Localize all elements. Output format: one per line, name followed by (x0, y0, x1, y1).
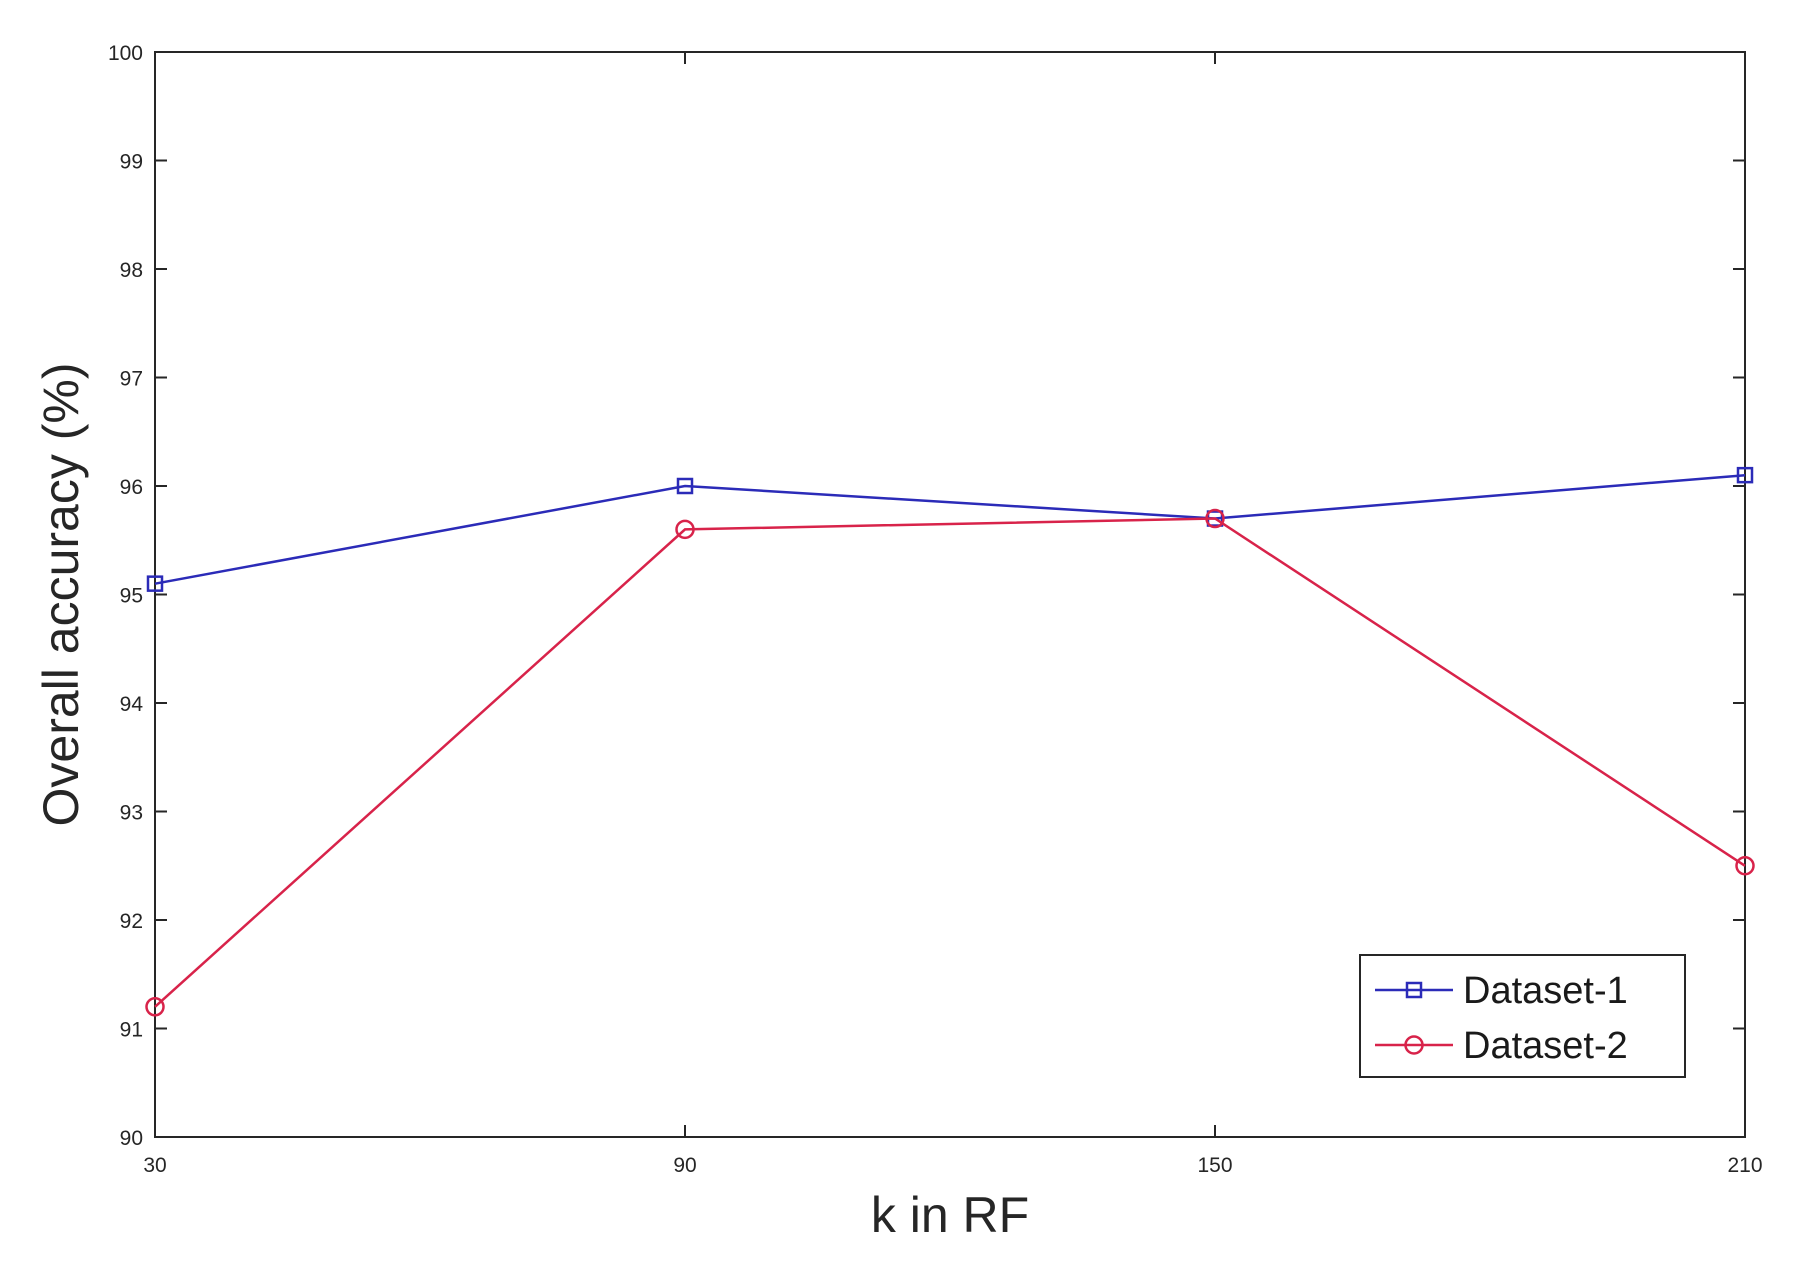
plot-frame (154, 51, 1746, 1138)
x-tick-label: 30 (143, 1154, 166, 1177)
series-2 (145, 508, 1755, 1017)
circle-marker (145, 997, 165, 1017)
x-tick-label: 210 (1727, 1154, 1762, 1177)
y-tick-label: 90 (120, 1127, 143, 1150)
legend-items: Dataset-1 Dataset-2 (1375, 970, 1628, 1067)
y-tick-label: 99 (120, 151, 143, 174)
legend-marker (1404, 1035, 1424, 1055)
x-tick-label: 90 (673, 1154, 696, 1177)
legend-label: Dataset-2 (1463, 1025, 1628, 1067)
legend-label: Dataset-1 (1463, 970, 1628, 1012)
legend-item-2: Dataset-2 (1375, 1025, 1628, 1067)
y-tick-label: 91 (120, 1019, 143, 1042)
y-tick-label: 97 (120, 368, 143, 391)
y-tick-label: 92 (120, 910, 143, 933)
square-marker (676, 477, 694, 495)
y-axis-label: Overall accuracy (%) (33, 363, 89, 827)
y-tick-label: 96 (120, 476, 143, 499)
square-marker (146, 575, 164, 592)
y-tick-label: 98 (120, 259, 143, 282)
legend-marker (1405, 981, 1423, 999)
series-line (154, 517, 1746, 1008)
legend-item-1: Dataset-1 (1375, 970, 1628, 1012)
series-layer (145, 466, 1755, 1017)
legend-box (1359, 954, 1686, 1078)
y-tick-label: 95 (120, 585, 143, 608)
legend: Dataset-1 Dataset-2 (1359, 954, 1686, 1078)
y-tick-label: 93 (120, 802, 143, 825)
circle-marker (1205, 508, 1225, 529)
square-marker (1736, 466, 1754, 484)
x-tick-label: 150 (1197, 1154, 1232, 1177)
x-axis-label: k in RF (871, 1187, 1029, 1243)
circle-marker (1735, 856, 1755, 876)
series-line (154, 473, 1746, 585)
circle-marker (675, 519, 695, 540)
y-tick-label: 94 (120, 693, 144, 716)
y-tick-label: 100 (108, 42, 143, 65)
